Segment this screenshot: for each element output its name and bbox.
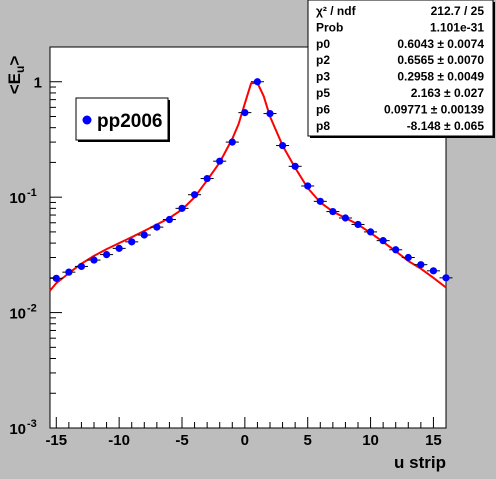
stats-value: 0.6043 ± 0.0074 <box>397 37 484 51</box>
data-point <box>77 262 86 271</box>
data-point <box>241 109 249 117</box>
legend-marker <box>82 115 92 125</box>
x-tick-label: 15 <box>425 432 442 449</box>
y-tick-exponent: -3 <box>27 418 37 430</box>
data-point <box>128 238 136 246</box>
data-point <box>228 138 236 146</box>
data-point <box>316 197 324 205</box>
stats-label: p3 <box>316 70 330 84</box>
stats-value: 0.09771 ± 0.00139 <box>384 102 484 116</box>
data-point <box>404 253 412 262</box>
y-tick-label: 10 <box>9 306 26 323</box>
data-point <box>140 231 148 239</box>
data-point <box>115 244 123 252</box>
data-point <box>329 207 337 216</box>
stats-label: χ² / ndf <box>316 4 357 18</box>
legend: pp2006 <box>75 97 170 142</box>
x-tick-label: 0 <box>241 432 249 449</box>
data-point <box>429 267 438 275</box>
y-axis: 110-110-210-3 <box>9 46 62 438</box>
data-point <box>442 274 450 282</box>
data-point <box>102 250 111 259</box>
stats-label: p6 <box>316 102 330 116</box>
data-point <box>203 174 211 183</box>
data-point <box>366 228 375 236</box>
x-tick-label: 5 <box>304 432 312 449</box>
legend-box <box>75 97 169 141</box>
data-point <box>52 274 60 282</box>
x-axis: -15 -10 -5 0 5 10 15 <box>45 417 447 449</box>
x-tick-label: 10 <box>362 432 379 449</box>
data-point <box>291 162 299 170</box>
data-point <box>354 220 362 229</box>
y-tick-label: 1 <box>34 75 42 92</box>
data-point <box>90 256 98 264</box>
data-point <box>341 214 350 222</box>
stats-box: χ² / ndf 212.7 / 25 Prob 1.101e-31 p0 0.6043 … <box>307 0 495 138</box>
data-point <box>178 204 186 212</box>
data-point <box>65 268 73 276</box>
stats-label: p2 <box>316 53 330 67</box>
points-layer <box>49 78 453 282</box>
stats-box-shadow <box>493 2 495 138</box>
x-tick-label: -5 <box>175 432 188 449</box>
y-tick-exponent: -1 <box>27 187 37 199</box>
stats-label: p5 <box>316 86 330 100</box>
x-tick-label: -10 <box>108 432 130 449</box>
stats-box-frame <box>307 0 494 137</box>
data-point <box>304 182 312 190</box>
data-point <box>417 261 425 269</box>
stats-value: 212.7 / 25 <box>431 4 485 18</box>
y-tick-exponent: -2 <box>27 303 37 315</box>
data-point <box>266 109 274 118</box>
y-axis-label-text: <Eu> <box>5 56 27 95</box>
data-point <box>392 246 400 254</box>
stats-box-shadow-bottom <box>310 136 495 138</box>
x-axis-label: u strip <box>394 453 446 472</box>
legend-shadow-bottom <box>78 140 170 142</box>
legend-entry: pp2006 <box>97 111 162 132</box>
y-tick-label: 10 <box>9 421 26 438</box>
stats-value: 0.2958 ± 0.0049 <box>397 70 484 84</box>
data-point <box>165 215 174 224</box>
y-tick-label: 10 <box>9 190 26 207</box>
stats-label: p0 <box>316 37 330 51</box>
stats-label: p8 <box>316 119 330 133</box>
stats-value: 1.101e-31 <box>430 20 484 34</box>
stats-value: -8.148 ± 0.065 <box>407 119 485 133</box>
data-point <box>216 157 224 165</box>
data-point <box>190 191 199 199</box>
x-tick-label: -15 <box>45 432 67 449</box>
legend-shadow <box>168 100 170 142</box>
y-axis-label-main: <Eu> <box>5 56 27 95</box>
data-point <box>278 141 287 150</box>
data-point <box>379 237 387 245</box>
y-axis-label: <Eu> <box>5 56 27 95</box>
stats-value: 0.6565 ± 0.0070 <box>397 53 484 67</box>
data-point <box>253 78 262 86</box>
stats-value: 2.163 ± 0.027 <box>411 86 485 100</box>
stats-label: Prob <box>316 20 343 34</box>
data-point <box>153 223 161 231</box>
